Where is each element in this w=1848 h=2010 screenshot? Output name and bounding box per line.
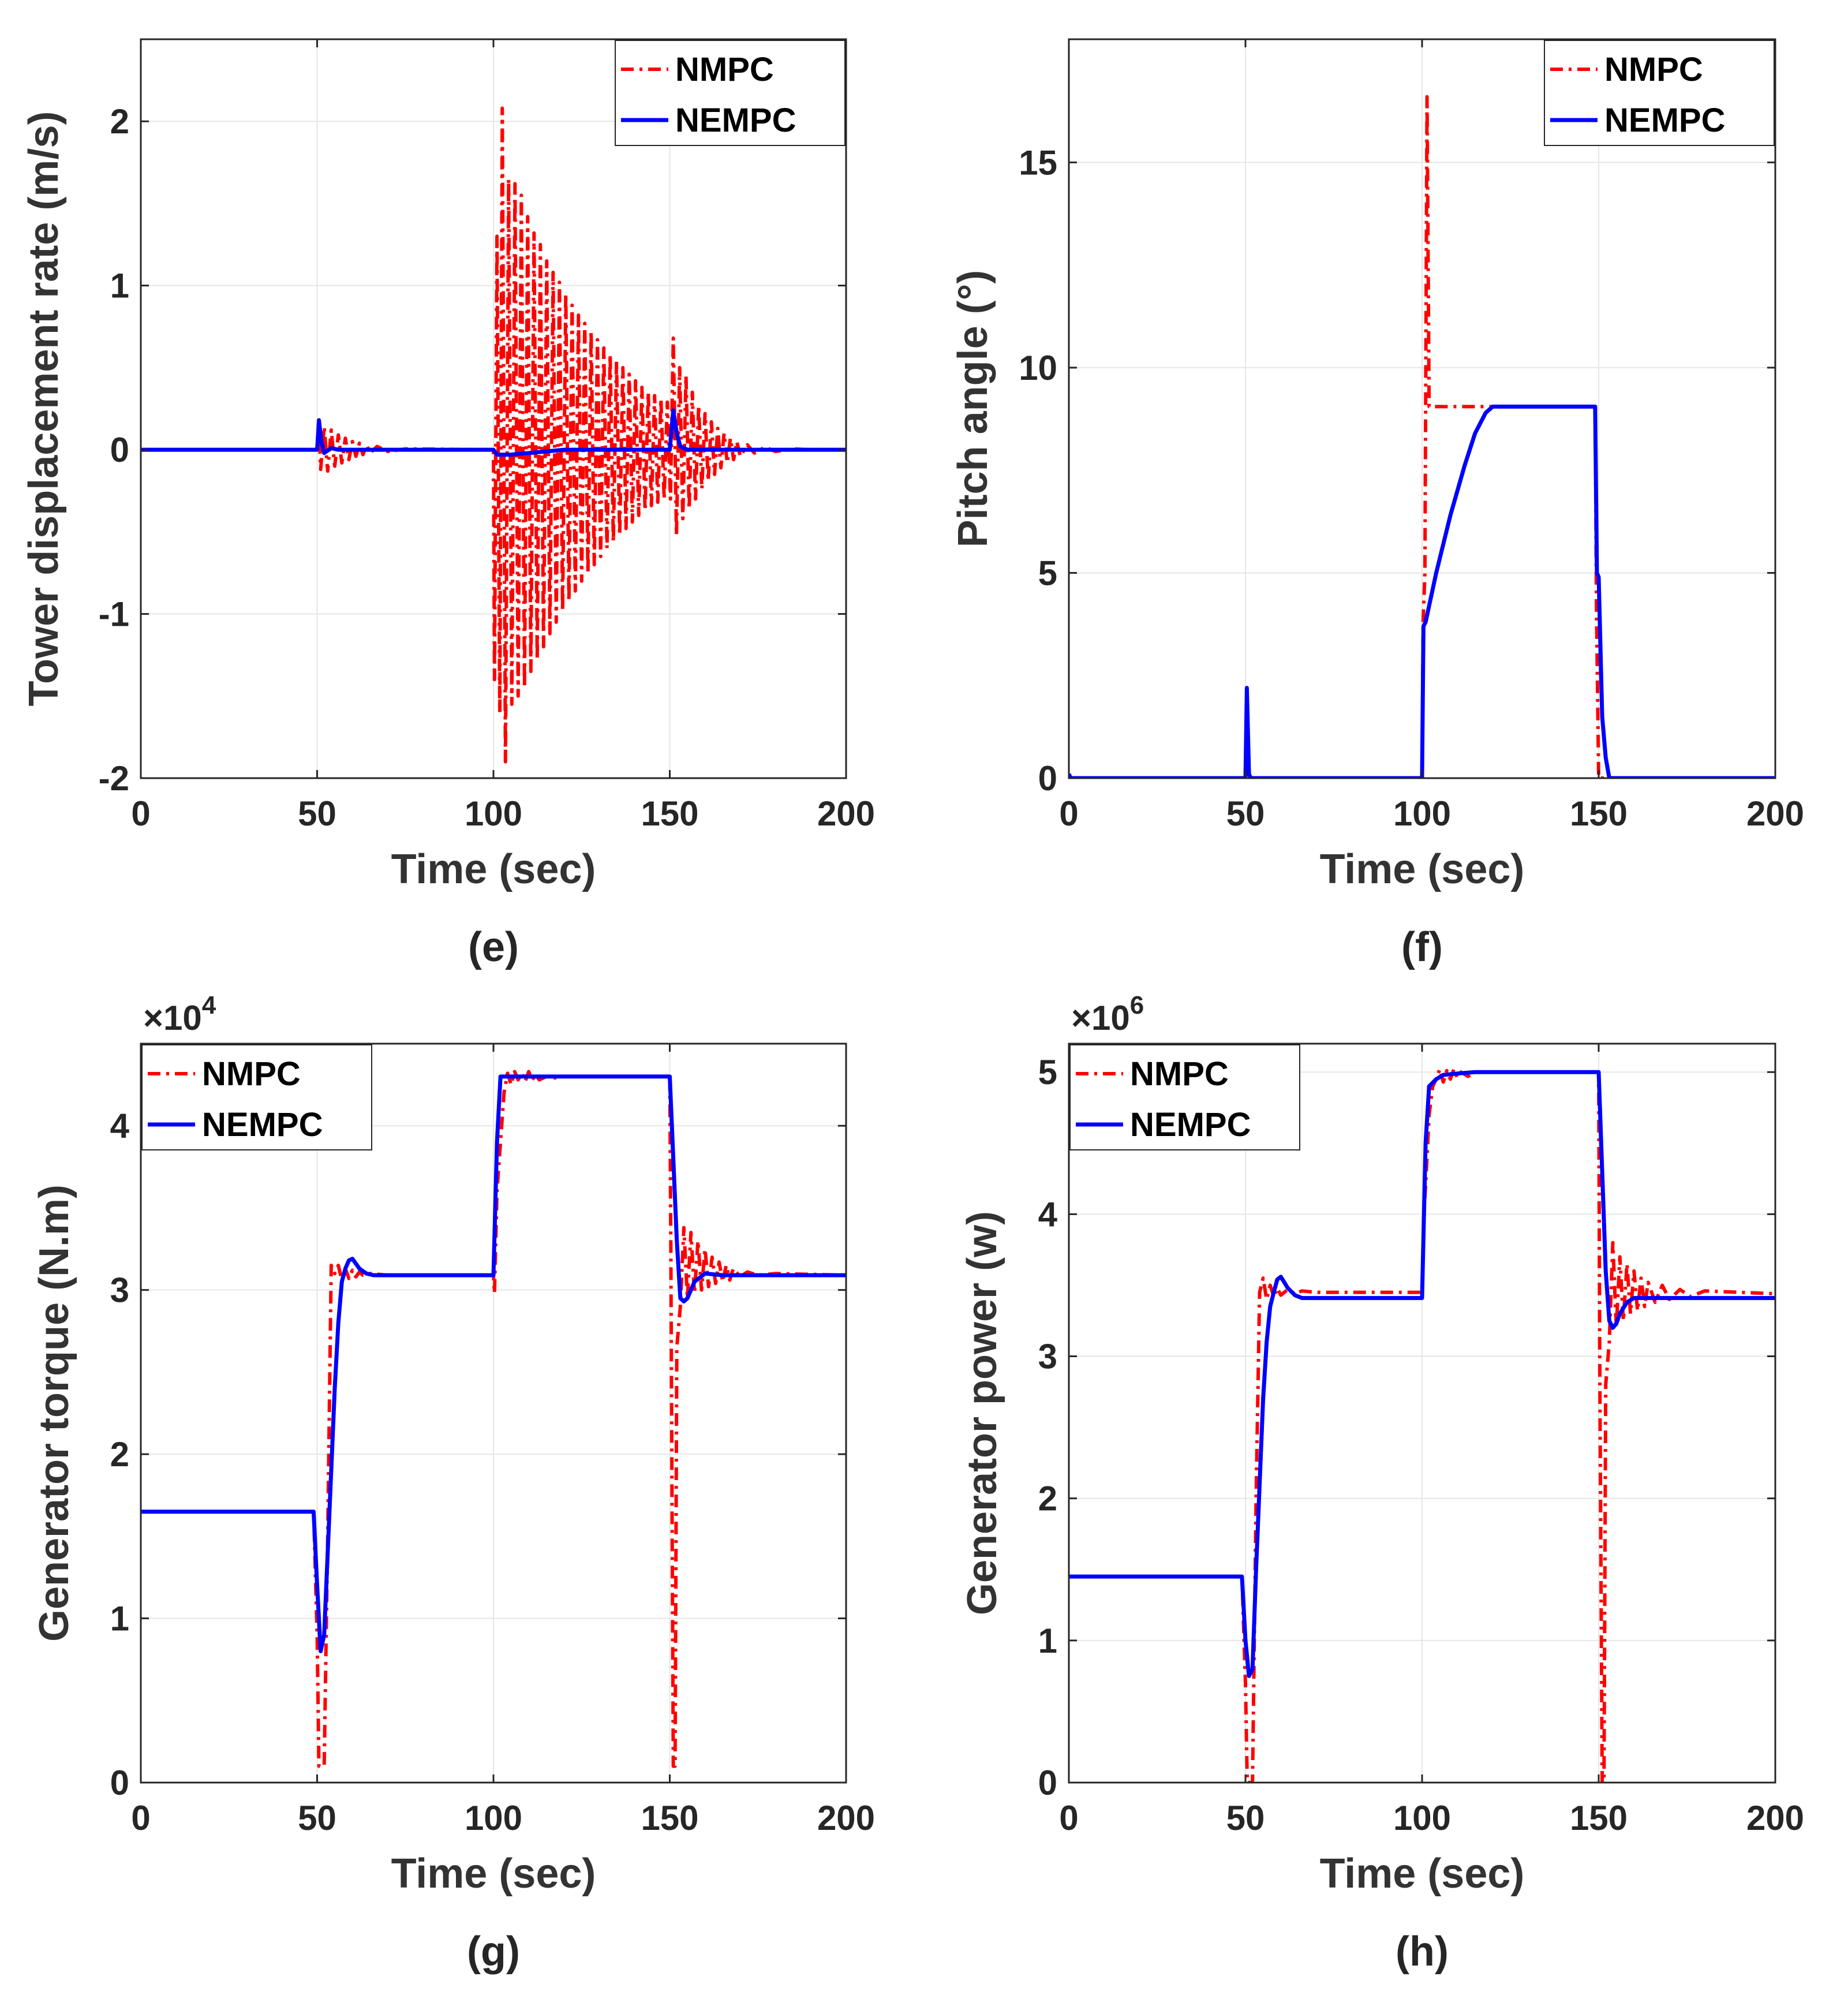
- x-tick-label: 100: [1393, 794, 1451, 833]
- x-tick-label: 0: [1059, 1799, 1078, 1837]
- series-line-nempc: [1069, 1070, 1775, 1678]
- legend-label-nmpc: NMPC: [675, 51, 774, 88]
- legend-label-nmpc: NMPC: [202, 1055, 301, 1093]
- x-tick-label: 150: [641, 1799, 698, 1837]
- x-axis-label: Time (sec): [391, 846, 596, 892]
- legend-label-nmpc: NMPC: [1604, 51, 1703, 88]
- x-tick-label: 50: [1226, 794, 1265, 833]
- series-line-nmpc: [1069, 1067, 1775, 1783]
- y-tick-label: 5: [1038, 554, 1057, 592]
- y-tick-label: 2: [110, 102, 129, 141]
- legend-box: [1069, 1044, 1300, 1150]
- y-tick-label: 2: [1038, 1480, 1057, 1518]
- y-tick-label: 1: [1038, 1622, 1057, 1660]
- legend-label-nempc: NEMPC: [202, 1106, 323, 1144]
- y-axis-label: Generator torque (N.m): [31, 1185, 77, 1642]
- legend-box: [1544, 40, 1775, 146]
- y-tick-label: -2: [99, 759, 129, 798]
- x-tick-label: 200: [817, 1799, 875, 1837]
- x-tick-label: 50: [1226, 1799, 1265, 1837]
- panel-label: (f): [1401, 924, 1443, 970]
- series-line-nempc: [141, 1074, 846, 1653]
- legend-box: [141, 1044, 372, 1150]
- x-tick-label: 100: [465, 1799, 522, 1837]
- chart-panel-4: 0 50 100 150 200 0 1 2 3 4 5 ×106 Time (sec) Generato…: [959, 991, 1804, 1975]
- y-tick-label: 0: [1038, 759, 1057, 798]
- y-tick-label: 3: [110, 1271, 129, 1310]
- y-tick-label: 1: [110, 267, 129, 305]
- y-tick-label: 1: [110, 1600, 129, 1638]
- panel-label: (g): [467, 1929, 520, 1975]
- y-tick-label: 10: [1019, 349, 1057, 387]
- x-tick-label: 50: [298, 794, 336, 833]
- legend: NMPC NEMPC: [141, 1044, 372, 1150]
- legend: NMPC NEMPC: [1069, 1044, 1300, 1150]
- x-tick-label: 200: [817, 794, 875, 833]
- chart-panel-1: 0 50 100 150 200 -2 -1 0 1 2 Time (sec) Tower displ…: [21, 38, 875, 970]
- x-axis-label: Time (sec): [1320, 1851, 1525, 1897]
- legend-label-nempc: NEMPC: [1604, 102, 1725, 139]
- series-line-nempc: [1069, 404, 1775, 778]
- x-tick-label: 150: [1570, 794, 1628, 833]
- y-tick-label: 0: [110, 431, 129, 469]
- x-tick-label: 50: [298, 1799, 336, 1837]
- y-tick-label: 4: [1038, 1195, 1058, 1234]
- x-tick-label: 200: [1746, 794, 1804, 833]
- y-exponent-label: ×104: [143, 991, 216, 1037]
- y-exponent-label: ×106: [1071, 991, 1144, 1037]
- series-line-nempc: [141, 408, 846, 457]
- y-tick-label: 3: [1038, 1337, 1057, 1376]
- y-tick-label: 15: [1019, 143, 1057, 182]
- legend-label-nempc: NEMPC: [1130, 1106, 1251, 1144]
- x-tick-label: 150: [641, 794, 698, 833]
- y-tick-label: 2: [110, 1435, 129, 1474]
- legend-box: [615, 40, 846, 146]
- panel-label: (e): [468, 924, 519, 970]
- chart-panel-3: 0 50 100 150 200 0 1 2 3 4 ×104 Time (sec) Generator…: [31, 991, 875, 1975]
- y-tick-label: 0: [1038, 1764, 1057, 1802]
- y-tick-label: 4: [110, 1107, 130, 1145]
- panel-label: (h): [1396, 1929, 1449, 1975]
- x-axis-label: Time (sec): [1320, 846, 1525, 892]
- x-tick-label: 0: [1059, 794, 1078, 833]
- y-axis-label: Generator power (w): [959, 1211, 1005, 1615]
- x-tick-label: 100: [465, 794, 522, 833]
- legend: NMPC NEMPC: [1544, 40, 1775, 146]
- y-tick-label: -1: [99, 595, 129, 634]
- x-tick-label: 200: [1746, 1799, 1804, 1837]
- legend-label-nempc: NEMPC: [675, 102, 796, 139]
- y-tick-label: 0: [110, 1764, 129, 1802]
- legend-label-nmpc: NMPC: [1130, 1055, 1229, 1093]
- chart-panel-2: 0 50 100 150 200 0 5 10 15 Time (sec) Pitch angle …: [950, 38, 1804, 970]
- x-tick-label: 100: [1393, 1799, 1451, 1837]
- legend: NMPC NEMPC: [615, 40, 846, 146]
- x-tick-label: 0: [131, 794, 150, 833]
- x-tick-label: 150: [1570, 1799, 1628, 1837]
- y-tick-label: 5: [1038, 1053, 1057, 1092]
- y-axis-label: Pitch angle (°): [950, 270, 996, 548]
- x-tick-label: 0: [131, 1799, 150, 1837]
- y-axis-label: Tower displacement rate (m/s): [21, 111, 67, 707]
- x-axis-label: Time (sec): [391, 1851, 596, 1897]
